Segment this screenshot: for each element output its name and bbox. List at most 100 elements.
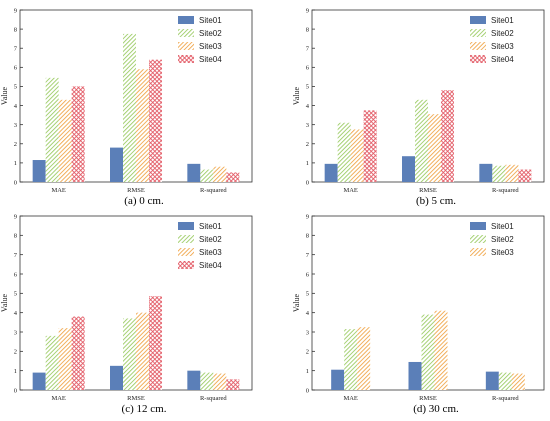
y-tick-label: 8 xyxy=(306,233,309,240)
bar-site03-r-squared xyxy=(511,373,525,390)
x-category-label: MAE xyxy=(51,187,65,194)
legend-label: Site03 xyxy=(199,42,222,51)
y-tick-label: 4 xyxy=(306,103,310,110)
bar-site04-r-squared xyxy=(226,379,240,390)
bar-site02-r-squared xyxy=(498,372,512,390)
y-tick-label: 4 xyxy=(14,310,18,317)
panel-caption: (d) 30 cm. xyxy=(413,403,459,415)
legend-label: Site01 xyxy=(491,16,514,25)
bar-site02-r-squared xyxy=(200,169,214,182)
legend-label: Site04 xyxy=(491,55,514,64)
y-tick-label: 7 xyxy=(14,252,18,259)
y-axis-label: Value xyxy=(0,86,9,105)
legend-swatch xyxy=(178,16,194,24)
legend-swatch xyxy=(178,235,194,243)
bar-site01-rmse xyxy=(408,361,422,390)
bar-site04-rmse xyxy=(149,296,162,390)
bar-site04-r-squared xyxy=(518,169,532,182)
x-category-label: R-squared xyxy=(492,395,519,402)
legend-label: Site02 xyxy=(491,29,514,38)
legend-label: Site01 xyxy=(199,222,222,231)
y-tick-label: 0 xyxy=(306,179,309,186)
y-tick-label: 6 xyxy=(306,65,310,72)
bar-site03-mae xyxy=(58,99,72,182)
legend: Site01 Site02 Site03 Site04 xyxy=(178,16,222,64)
bar-site03-mae xyxy=(357,327,371,390)
y-tick-label: 3 xyxy=(14,329,17,336)
legend-label: Site04 xyxy=(199,55,222,64)
bar-site03-rmse xyxy=(136,312,149,390)
y-tick-label: 4 xyxy=(14,103,18,110)
legend-swatch xyxy=(178,222,194,230)
panel-caption: (a) 0 cm. xyxy=(124,195,164,207)
x-category-label: RMSE xyxy=(419,395,437,402)
legend-swatch xyxy=(470,222,486,230)
y-tick-label: 1 xyxy=(14,160,17,167)
bar-site04-mae xyxy=(71,86,85,182)
y-tick-label: 2 xyxy=(306,349,309,356)
bar-site02-r-squared xyxy=(200,372,214,390)
legend-label: Site02 xyxy=(199,235,222,244)
bar-site03-rmse xyxy=(434,310,448,390)
bar-site03-mae xyxy=(58,328,72,390)
bar-site03-rmse xyxy=(428,114,441,182)
bar-site02-rmse xyxy=(123,33,136,183)
y-tick-label: 9 xyxy=(306,7,309,14)
y-tick-label: 9 xyxy=(14,7,17,14)
y-tick-label: 8 xyxy=(14,233,17,240)
bar-site03-r-squared xyxy=(213,166,227,182)
y-tick-label: 5 xyxy=(306,291,309,298)
x-category-label: MAE xyxy=(343,395,357,402)
legend-swatch xyxy=(178,261,194,269)
legend-swatch xyxy=(470,248,486,256)
bar-site01-r-squared xyxy=(187,370,201,390)
y-tick-label: 0 xyxy=(306,387,309,394)
y-tick-label: 9 xyxy=(306,213,309,220)
legend-swatch xyxy=(178,42,194,50)
bar-site02-mae xyxy=(45,77,59,182)
legend-label: Site03 xyxy=(491,248,514,257)
bar-site01-mae xyxy=(32,160,46,182)
bar-site01-rmse xyxy=(402,156,415,182)
panel-caption: (b) 5 cm. xyxy=(416,195,456,207)
y-tick-label: 0 xyxy=(14,387,17,394)
y-tick-label: 1 xyxy=(306,160,309,167)
legend-swatch xyxy=(178,248,194,256)
legend-swatch xyxy=(470,55,486,63)
y-tick-label: 5 xyxy=(306,84,309,91)
y-tick-label: 6 xyxy=(14,65,18,72)
legend-swatch xyxy=(470,16,486,24)
y-tick-label: 4 xyxy=(306,310,310,317)
bar-site02-r-squared xyxy=(492,165,506,182)
legend-swatch xyxy=(178,55,194,63)
y-tick-label: 1 xyxy=(14,368,17,375)
legend-label: Site02 xyxy=(491,235,514,244)
y-tick-label: 7 xyxy=(306,252,310,259)
legend-label: Site04 xyxy=(199,261,222,270)
bar-site02-rmse xyxy=(421,314,435,390)
x-category-label: MAE xyxy=(51,395,65,402)
bar-site02-mae xyxy=(344,329,358,390)
bar-site01-r-squared xyxy=(187,163,201,182)
bar-site03-r-squared xyxy=(213,373,227,390)
bar-site01-rmse xyxy=(110,365,123,390)
panel-caption: (c) 12 cm. xyxy=(122,403,167,415)
y-tick-label: 2 xyxy=(306,141,309,148)
legend: Site01 Site02 Site03 Site04 xyxy=(178,222,222,270)
x-category-label: RMSE xyxy=(127,395,145,402)
bar-site04-r-squared xyxy=(226,172,240,182)
y-tick-label: 8 xyxy=(14,26,17,33)
x-category-label: RMSE xyxy=(419,187,437,194)
x-category-label: R-squared xyxy=(200,395,227,402)
x-category-label: R-squared xyxy=(200,187,227,194)
legend-swatch xyxy=(178,29,194,37)
legend-swatch xyxy=(470,29,486,37)
y-tick-label: 3 xyxy=(306,122,309,129)
legend: Site01 Site02 Site03 Site04 xyxy=(470,16,514,64)
y-tick-label: 9 xyxy=(14,213,17,220)
